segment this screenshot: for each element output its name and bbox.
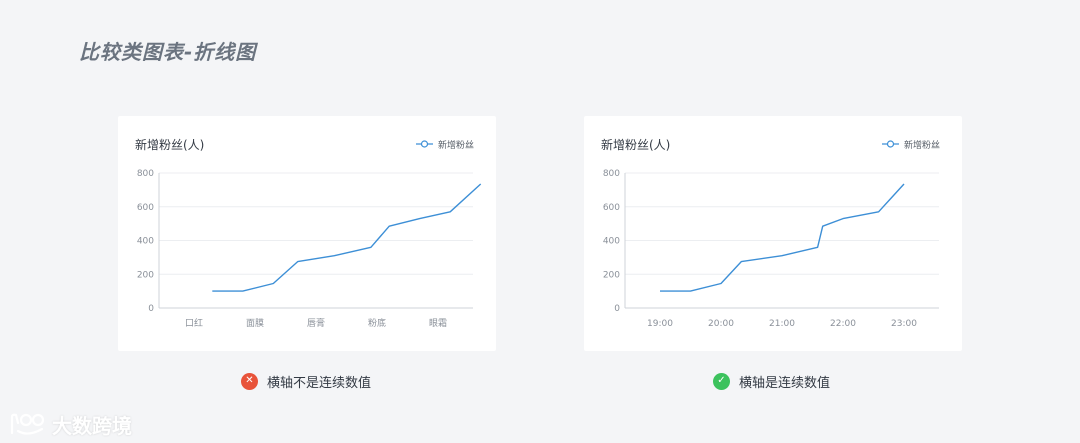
y-tick-label: 400 bbox=[603, 237, 620, 247]
chart-card-category-axis: 新增粉丝(人) 新增粉丝 800 600 400 200 0 口红 面膜 唇膏 粉底 眼霜 bbox=[118, 116, 496, 351]
caption-correct: ✓ 横轴是连续数值 bbox=[713, 371, 830, 391]
line-chart: 800 600 400 200 0 19:00 20:00 21:00 22:00 23:00 bbox=[603, 169, 939, 329]
x-tick-label: 19:00 bbox=[647, 319, 673, 329]
watermark-text: 大数跨境 bbox=[52, 413, 132, 438]
chart-title: 新增粉丝(人) bbox=[601, 138, 671, 152]
legend-line-marker-icon bbox=[415, 140, 433, 148]
y-tick-label: 200 bbox=[137, 270, 154, 280]
chart-legend[interactable]: 新增粉丝 bbox=[415, 136, 474, 152]
series-line bbox=[212, 183, 482, 292]
legend-label: 新增粉丝 bbox=[437, 140, 474, 151]
y-tick-label: 600 bbox=[137, 203, 154, 213]
x-tick-label: 面膜 bbox=[246, 318, 264, 329]
legend-line-marker-icon bbox=[881, 140, 899, 148]
y-tick-label: 0 bbox=[148, 304, 154, 314]
brand-logo-icon bbox=[10, 413, 45, 435]
caption-text: 横轴不是连续数值 bbox=[267, 375, 372, 391]
x-tick-label: 22:00 bbox=[830, 319, 856, 329]
x-tick-label: 眼霜 bbox=[429, 318, 447, 329]
line-chart: 800 600 400 200 0 口红 面膜 唇膏 粉底 眼霜 bbox=[137, 169, 482, 329]
watermark-logo: 大数跨境 bbox=[8, 406, 132, 442]
x-tick-label: 粉底 bbox=[368, 317, 386, 329]
page-title: 比较类图表-折线图 bbox=[79, 40, 257, 64]
chart-card-time-axis: 新增粉丝(人) 新增粉丝 800 600 400 200 0 19:00 20:00 21:0… bbox=[584, 116, 962, 351]
legend-label: 新增粉丝 bbox=[903, 140, 940, 151]
x-tick-label: 21:00 bbox=[769, 319, 795, 329]
caption-text: 横轴是连续数值 bbox=[739, 375, 831, 391]
y-tick-label: 0 bbox=[614, 304, 620, 314]
x-tick-label: 20:00 bbox=[708, 319, 734, 329]
y-tick-label: 800 bbox=[137, 169, 154, 179]
y-tick-label: 200 bbox=[603, 270, 620, 280]
series-line bbox=[660, 183, 905, 292]
chart-title: 新增粉丝(人) bbox=[135, 138, 205, 152]
x-mark-icon: ✕ bbox=[241, 372, 258, 390]
chart-legend[interactable]: 新增粉丝 bbox=[881, 136, 940, 152]
x-tick-label: 23:00 bbox=[891, 319, 917, 329]
caption-incorrect: ✕ 横轴不是连续数值 bbox=[241, 371, 371, 391]
y-tick-label: 400 bbox=[137, 237, 154, 247]
x-tick-label: 唇膏 bbox=[307, 317, 325, 329]
y-tick-label: 800 bbox=[603, 169, 620, 179]
check-mark-icon: ✓ bbox=[713, 372, 730, 390]
y-tick-label: 600 bbox=[603, 203, 620, 213]
x-tick-label: 口红 bbox=[185, 317, 203, 329]
